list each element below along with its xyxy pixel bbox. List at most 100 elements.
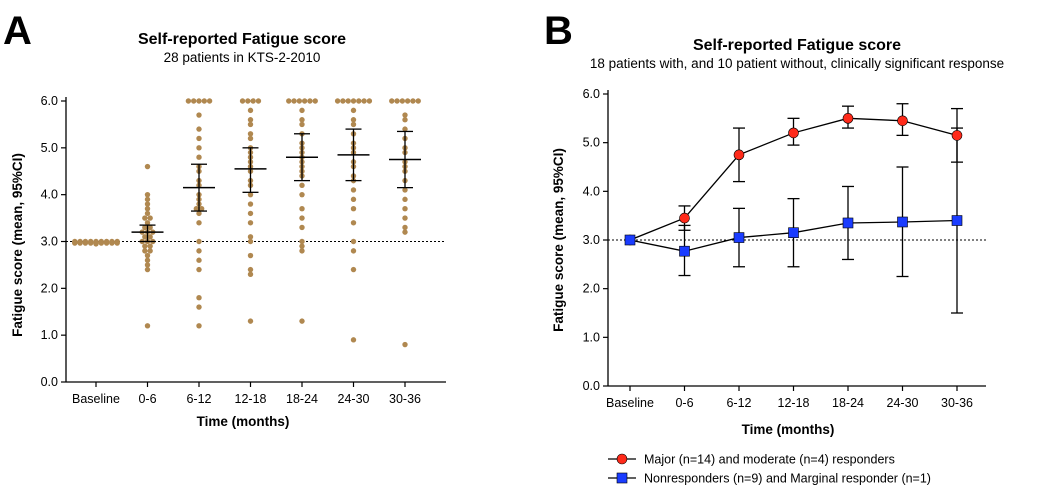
panel-a-data-point	[206, 98, 213, 104]
panel-a-data-point	[93, 241, 99, 247]
panel-a-data-point	[247, 121, 254, 128]
panel-a-data-point	[350, 187, 357, 193]
panel-a-data-point	[350, 107, 357, 114]
panel-b-x-tick-label: 30-36	[941, 396, 973, 410]
panel-a-data-point	[340, 98, 346, 104]
panel-a-y-axis-label: Fatigue score (mean, 95%CI)	[10, 153, 25, 337]
panel-a: A Self-reported Fatigue score 28 patient…	[3, 9, 446, 429]
panel-a-data-point	[147, 248, 153, 254]
panel-a-data-point	[350, 220, 357, 226]
panel-a-data-point	[299, 248, 305, 254]
panel-a-data-point	[247, 135, 254, 142]
panel-a-data-point	[196, 238, 202, 245]
panel-a-data-point	[144, 210, 151, 217]
panel-a-data-point	[247, 238, 254, 245]
panel-a-data-point	[350, 238, 357, 245]
panel-b-series-2-marker	[733, 232, 745, 243]
panel-b-x-axis-label: Time (months)	[742, 422, 835, 437]
legend-series-2-marker	[616, 472, 628, 484]
panel-b-series-1-marker	[951, 130, 963, 141]
panel-a-data-point	[312, 98, 318, 104]
panel-b-series-2-marker	[951, 215, 963, 226]
panel-a-data-point	[299, 121, 305, 128]
panel-a-data-point	[350, 206, 357, 212]
legend-series-1-marker	[616, 453, 628, 465]
panel-a-data-point	[334, 98, 341, 104]
panel-a-data-point	[299, 191, 305, 198]
panel-a-data-point	[402, 206, 408, 212]
panel-a-data-point	[109, 240, 115, 246]
panel-b-series-1-marker	[679, 212, 690, 224]
panel-a-subtitle: 28 patients in KTS-2-2010	[164, 50, 321, 65]
panel-a-data-point	[299, 117, 305, 123]
panel-b-series-2-marker	[788, 227, 799, 238]
panel-a-data-point	[239, 98, 246, 104]
panel-b-x-tick-label: Baseline	[606, 396, 654, 410]
panel-b-series-1-marker	[897, 115, 908, 127]
panel-a-data-point	[196, 126, 202, 132]
panel-b-series-2-marker	[842, 217, 854, 229]
panel-a-data-point	[196, 145, 202, 151]
panel-b-series-2-marker	[679, 245, 690, 257]
panel-a-data-point	[356, 98, 362, 104]
panel-a-data-point	[402, 229, 408, 235]
panel-b-y-tick-label: 6.0	[583, 87, 600, 101]
panel-a-x-tick-label: 18-24	[286, 392, 318, 406]
panel-a-data-point	[350, 117, 357, 123]
panel-a-data-point	[402, 126, 408, 132]
panel-a-data-point	[299, 182, 305, 188]
panel-a-data-point	[402, 187, 408, 193]
panel-b-series-1-marker	[733, 149, 745, 161]
panel-a-x-tick-label: 6-12	[186, 392, 211, 406]
panel-a-data-point	[144, 262, 151, 268]
panel-a-data-point	[247, 234, 254, 240]
panel-a-data-point	[196, 135, 202, 142]
panel-a-y-tick-label: 5.0	[41, 141, 58, 155]
panel-b-series-1-marker	[842, 113, 854, 124]
panel-a-data-point	[142, 243, 148, 249]
panel-a-y-tick-label: 2.0	[41, 281, 58, 295]
panel-a-x-tick-label: 24-30	[338, 392, 370, 406]
panel-a-data-point	[247, 210, 254, 217]
panel-a-data-point	[404, 98, 411, 104]
panel-a-data-point	[255, 98, 262, 104]
panel-a-y-tick-label: 0.0	[41, 375, 58, 389]
panel-a-data-point	[415, 98, 421, 104]
panel-b-y-tick-label: 3.0	[583, 233, 600, 247]
panel-a-data-point	[299, 318, 305, 324]
panel-a-data-point	[301, 98, 308, 104]
panel-a-title: Self-reported Fatigue score	[138, 31, 346, 48]
panel-b-x-tick-label: 18-24	[832, 396, 864, 410]
panel-a-data-point	[291, 98, 297, 104]
panel-b-y-tick-label: 1.0	[583, 330, 600, 344]
panel-a-data-point	[350, 266, 357, 273]
panel-a-data-point	[366, 98, 373, 104]
panel-a-data-point	[196, 266, 202, 273]
panel-a-data-point	[296, 98, 303, 104]
panel-b-series-2-marker	[624, 234, 636, 246]
panel-a-x-tick-label: 0-6	[138, 392, 156, 406]
panel-a-data-point	[389, 98, 395, 104]
panel-a-data-point	[350, 248, 357, 254]
panel-a-data-point	[144, 323, 151, 329]
panel-a-data-point	[247, 252, 254, 259]
panel-a-data-point	[247, 201, 254, 207]
panel-a-data-point	[299, 107, 305, 114]
panel-b-title: Self-reported Fatigue score	[693, 37, 901, 54]
panel-b-y-tick-label: 0.0	[583, 379, 600, 393]
panel-a-data-point	[196, 98, 202, 104]
panel-a-data-point	[196, 248, 202, 254]
panel-a-data-point	[144, 206, 151, 212]
panel-a-y-tick-label: 1.0	[41, 328, 58, 342]
panel-a-data-point	[196, 112, 202, 118]
panel-a-data-point	[350, 98, 357, 104]
panel-a-data-point	[361, 98, 367, 104]
panel-b-legend: Major (n=14) and moderate (n=4) responde…	[608, 453, 931, 486]
panel-a-y-tick-label: 3.0	[41, 235, 58, 249]
panel-a-data-point	[144, 257, 151, 263]
panel-a-data-point	[247, 318, 254, 324]
panel-a-data-point	[77, 240, 83, 246]
panel-a-data-point	[286, 98, 292, 104]
panel-b-x-tick-label: 24-30	[887, 396, 919, 410]
